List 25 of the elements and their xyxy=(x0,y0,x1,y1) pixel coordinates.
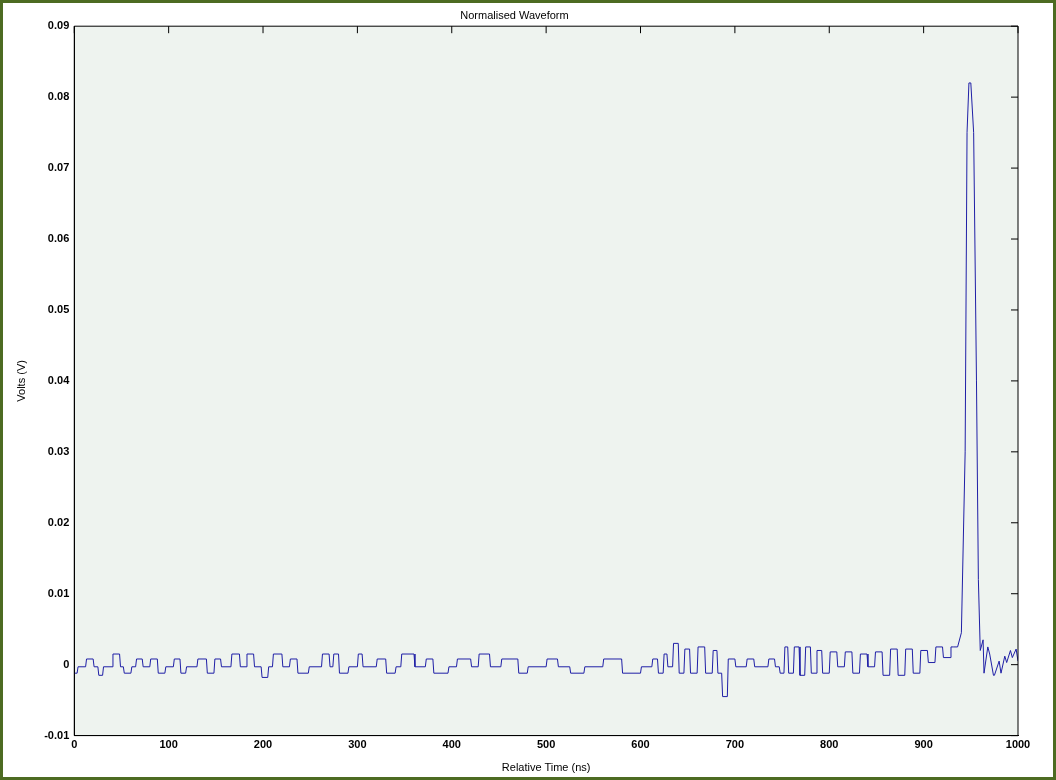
x-tick-label: 300 xyxy=(348,738,367,751)
x-tick-label: 700 xyxy=(725,738,745,751)
y-tick-label: 0.01 xyxy=(47,586,70,599)
y-tick-label: 0.02 xyxy=(47,515,70,528)
x-axis-title: Relative Time (ns) xyxy=(501,761,591,774)
x-tick-label: 1000 xyxy=(1005,738,1031,751)
x-tick-label: 800 xyxy=(820,738,839,751)
x-tick-label: 900 xyxy=(914,738,933,751)
y-tick-label: 0.06 xyxy=(47,232,70,245)
x-tick-label: 100 xyxy=(159,738,178,751)
y-tick-label: 0.04 xyxy=(47,373,71,386)
y-tick-label: 0.05 xyxy=(47,302,70,315)
y-tick-label: -0.01 xyxy=(44,728,70,741)
y-tick-label: 0.08 xyxy=(47,90,70,103)
chart-title: Normalised Waveform xyxy=(460,8,569,21)
y-tick-label: 0.09 xyxy=(47,19,70,32)
y-tick-label: 0 xyxy=(63,657,70,670)
x-tick-label: 600 xyxy=(631,738,650,751)
y-tick-label: 0.07 xyxy=(47,161,70,174)
x-tick-label: 500 xyxy=(536,738,556,751)
x-tick-label: 400 xyxy=(442,738,461,751)
y-axis-title: Volts (V) xyxy=(14,360,27,402)
y-tick-label: 0.03 xyxy=(47,444,70,457)
x-tick-label: 200 xyxy=(253,738,273,751)
x-tick-label: 0 xyxy=(71,738,78,751)
